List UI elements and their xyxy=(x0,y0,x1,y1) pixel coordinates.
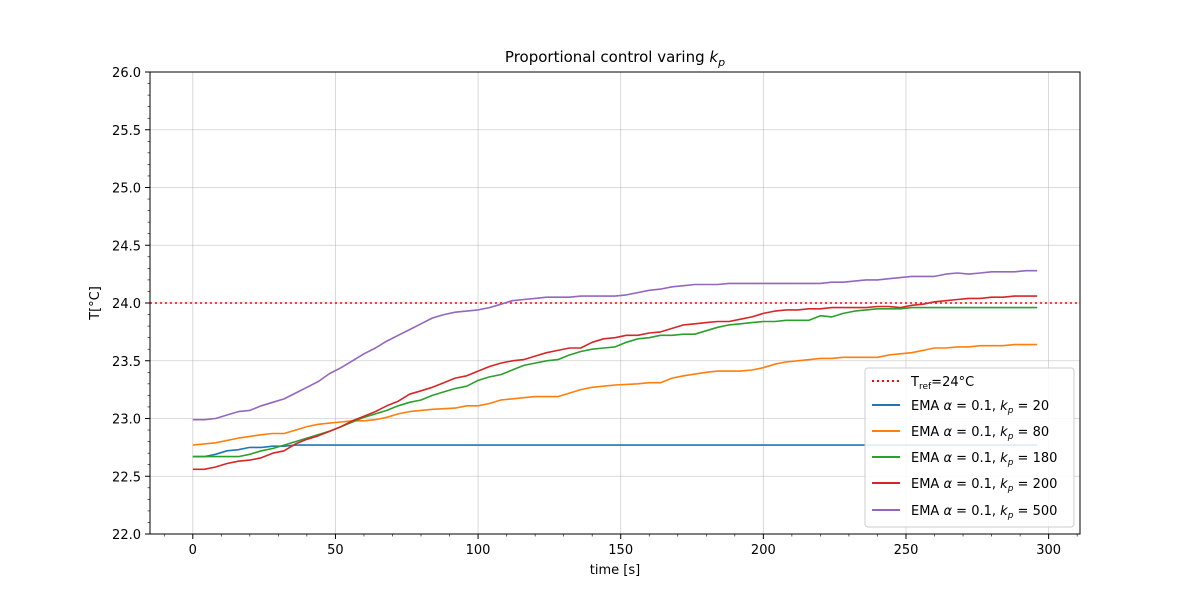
y-tick-label: 24.5 xyxy=(112,239,141,254)
legend-box xyxy=(864,367,1075,528)
axis-ticks: 0 50 100 150 200 250 300 22.0 22.5 23.0 23.5 24.0 24… xyxy=(112,66,1078,558)
x-tick-label: 250 xyxy=(894,543,919,558)
plot-series xyxy=(150,269,1080,471)
y-tick-label: 26.0 xyxy=(112,66,141,81)
chart-title: Proportional control varing kp xyxy=(505,48,725,69)
series-line-3 xyxy=(192,295,1038,471)
series-line-0 xyxy=(192,444,1038,458)
series-line-4 xyxy=(192,269,1038,421)
x-tick-label: 150 xyxy=(608,543,633,558)
legend-label-reference: Tref=24°C xyxy=(910,375,974,392)
y-tick-label: 24.0 xyxy=(112,297,141,312)
x-tick-label: 50 xyxy=(327,543,344,558)
legend: Tref=24°C EMA α = 0.1, kp = 20 EMA α = 0… xyxy=(864,367,1075,528)
x-tick-label: 0 xyxy=(189,543,197,558)
x-tick-label: 300 xyxy=(1036,543,1061,558)
legend-label-series-4: EMA α = 0.1, kp = 500 xyxy=(911,504,1057,521)
legend-label-series-0: EMA α = 0.1, kp = 20 xyxy=(911,399,1049,416)
x-axis-label: time [s] xyxy=(590,563,640,578)
legend-label-series-3: EMA α = 0.1, kp = 200 xyxy=(911,477,1057,494)
y-tick-label: 23.5 xyxy=(112,355,141,370)
series-line-1 xyxy=(192,343,1038,446)
y-tick-label: 22.0 xyxy=(112,528,141,543)
y-tick-label: 25.0 xyxy=(112,182,141,197)
y-tick-label: 23.0 xyxy=(112,413,141,428)
y-tick-label: 22.5 xyxy=(112,470,141,485)
y-axis-label: T[°C] xyxy=(88,286,103,321)
legend-label-series-1: EMA α = 0.1, kp = 80 xyxy=(911,425,1049,442)
x-tick-label: 200 xyxy=(751,543,776,558)
x-tick-label: 100 xyxy=(466,543,491,558)
y-tick-label: 25.5 xyxy=(112,124,141,139)
legend-label-series-2: EMA α = 0.1, kp = 180 xyxy=(911,451,1057,468)
